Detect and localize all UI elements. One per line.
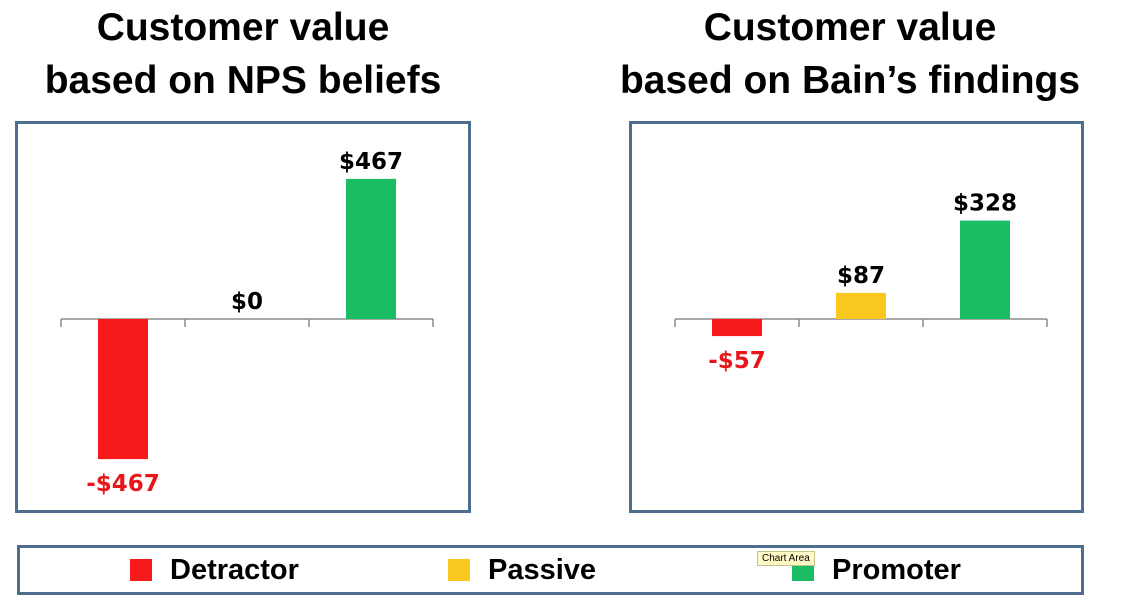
legend-item-detractor: Detractor bbox=[130, 548, 299, 592]
left-title-line-1: Customer value bbox=[96, 6, 390, 49]
right-data-label-promoter: $328 bbox=[953, 191, 1017, 217]
left-bar-promoter bbox=[346, 178, 396, 319]
legend-label-promoter: Promoter bbox=[832, 553, 961, 586]
left-bar-detractor bbox=[98, 319, 148, 460]
left-title-line-2: based on NPS beliefs bbox=[44, 59, 442, 102]
right-bar-passive bbox=[836, 292, 886, 319]
left-data-label-promoter: $467 bbox=[339, 149, 403, 175]
left-chart-title: Customer value based on NPS beliefs bbox=[5, 1, 481, 107]
right-data-label-detractor: -$57 bbox=[708, 348, 766, 374]
legend-item-promoter: Promoter bbox=[792, 548, 961, 592]
right-bar-promoter bbox=[960, 220, 1010, 319]
left-chart-panel[interactable]: -$467 $0 $467 bbox=[15, 121, 471, 513]
legend-label-passive: Passive bbox=[488, 553, 597, 586]
right-title-line-2: based on Bain’s findings bbox=[619, 59, 1081, 102]
right-chart-svg: -$57 $87 $328 bbox=[674, 191, 1048, 374]
legend-label-detractor: Detractor bbox=[170, 553, 299, 586]
legend-swatch-passive bbox=[448, 559, 470, 581]
right-title-line-1: Customer value bbox=[703, 6, 997, 49]
right-bar-detractor bbox=[712, 319, 762, 337]
chart-legend[interactable]: Detractor Passive Promoter bbox=[17, 545, 1084, 595]
right-data-label-passive: $87 bbox=[837, 263, 885, 289]
left-data-label-passive: $0 bbox=[231, 289, 263, 315]
legend-swatch-detractor bbox=[130, 559, 152, 581]
legend-item-passive: Passive bbox=[448, 548, 596, 592]
left-chart-svg: -$467 $0 $467 bbox=[60, 149, 434, 497]
chart-area-tooltip: Chart Area bbox=[757, 551, 815, 566]
right-chart-title: Customer value based on Bain’s findings bbox=[580, 1, 1120, 107]
left-data-label-detractor: -$467 bbox=[86, 471, 160, 497]
right-chart-panel[interactable]: -$57 $87 $328 bbox=[629, 121, 1084, 513]
